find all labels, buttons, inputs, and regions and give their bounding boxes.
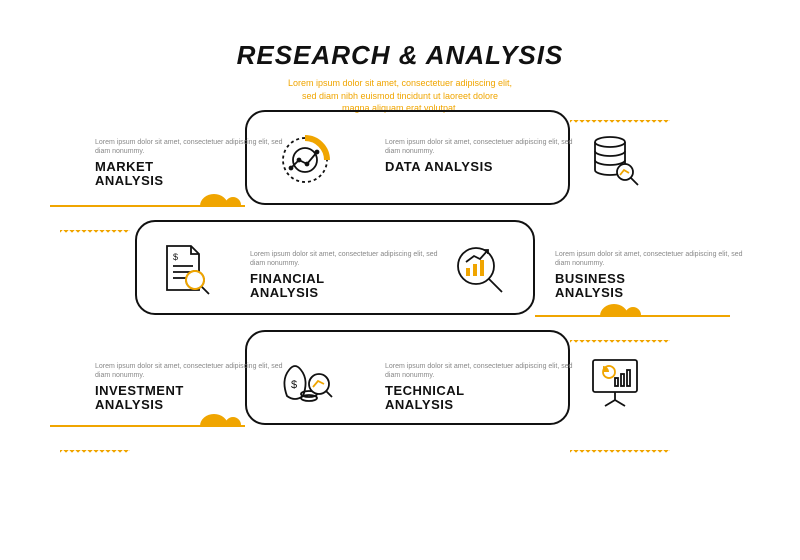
item-title: MARKETANALYSIS <box>95 160 295 189</box>
accent-blob <box>600 304 628 316</box>
analysis-item: Lorem ipsum dolor sit amet, consectetuer… <box>95 138 295 189</box>
magnify-bars-icon <box>450 240 510 300</box>
doc-magnify-icon <box>155 240 215 300</box>
analysis-item: Lorem ipsum dolor sit amet, consectetuer… <box>95 362 295 413</box>
moneybag-coins-icon <box>275 352 335 412</box>
accent-blob <box>200 414 228 426</box>
analysis-item: Lorem ipsum dolor sit amet, consectetuer… <box>385 138 585 174</box>
item-title: INVESTMENTANALYSIS <box>95 384 295 413</box>
item-desc: Lorem ipsum dolor sit amet, consectetuer… <box>95 362 295 380</box>
zigzag-decor <box>60 450 130 456</box>
page-title: RESEARCH & ANALYSIS <box>0 40 800 71</box>
item-desc: Lorem ipsum dolor sit amet, consectetuer… <box>385 362 585 380</box>
accent-blob <box>625 307 641 315</box>
accent-blob <box>225 417 241 425</box>
accent-blob <box>200 194 228 206</box>
analysis-item: Lorem ipsum dolor sit amet, consectetuer… <box>250 250 450 301</box>
zigzag-decor <box>60 230 130 236</box>
accent-line <box>535 315 730 317</box>
zigzag-decor <box>570 120 670 126</box>
item-title: FINANCIALANALYSIS <box>250 272 450 301</box>
analysis-item: Lorem ipsum dolor sit amet, consectetuer… <box>555 250 755 301</box>
infographic-canvas: Lorem ipsum dolor sit amet, consectetuer… <box>0 100 800 540</box>
pie-line-chart-icon <box>275 130 335 190</box>
analysis-item: Lorem ipsum dolor sit amet, consectetuer… <box>385 362 585 413</box>
zigzag-decor <box>570 450 670 456</box>
presentation-icon <box>585 352 645 412</box>
database-search-icon <box>585 130 645 190</box>
item-desc: Lorem ipsum dolor sit amet, consectetuer… <box>250 250 450 268</box>
item-desc: Lorem ipsum dolor sit amet, consectetuer… <box>385 138 585 156</box>
zigzag-decor <box>570 340 670 346</box>
item-title: DATA ANALYSIS <box>385 160 585 174</box>
header: RESEARCH & ANALYSIS Lorem ipsum dolor si… <box>0 0 800 115</box>
item-title: BUSINESSANALYSIS <box>555 272 755 301</box>
accent-blob <box>225 197 241 205</box>
item-desc: Lorem ipsum dolor sit amet, consectetuer… <box>555 250 755 268</box>
item-title: TECHNICALANALYSIS <box>385 384 585 413</box>
item-desc: Lorem ipsum dolor sit amet, consectetuer… <box>95 138 295 156</box>
